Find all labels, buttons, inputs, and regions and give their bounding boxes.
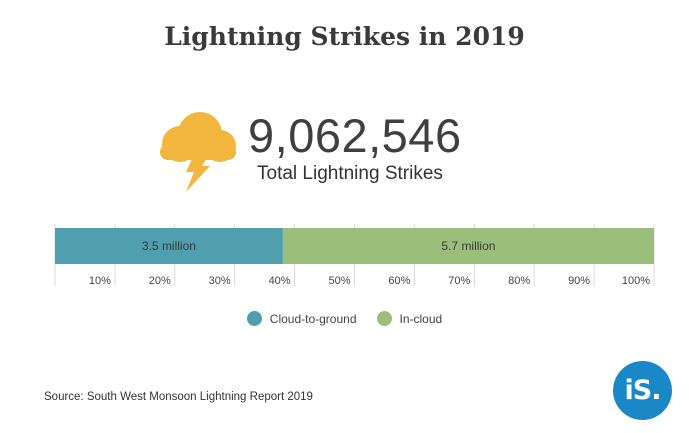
stacked-bar-chart: 3.5 million 5.7 million 10% 20% 30% 40% 50% 60%… xyxy=(54,224,655,287)
total-strikes-label: Total Lightning Strikes xyxy=(257,163,443,184)
x-tick-label: 90% xyxy=(568,275,590,287)
cloud-lightning-icon xyxy=(160,112,236,192)
total-strikes-value: 9,062,546 xyxy=(248,109,462,162)
legend: Cloud-to-ground In-cloud xyxy=(0,311,689,326)
x-tick-label: 60% xyxy=(388,275,410,287)
brand-logo: iS. xyxy=(613,361,672,420)
x-tick-label: 100% xyxy=(622,275,650,287)
x-tick-label: 80% xyxy=(508,275,530,287)
data-label-in-cloud: 5.7 million xyxy=(441,239,495,253)
x-tick-label: 10% xyxy=(89,275,111,287)
legend-swatch-cloud-to-ground xyxy=(246,311,262,326)
bar-segment-in-cloud xyxy=(282,228,654,264)
chart-title: Lightning Strikes in 2019 xyxy=(164,22,525,51)
bar-segment-cloud-to-ground xyxy=(55,228,283,264)
legend-label-in-cloud: In-cloud xyxy=(399,311,443,326)
x-tick-label: 70% xyxy=(448,275,470,287)
legend-item-in-cloud: In-cloud xyxy=(376,311,443,326)
x-tick-label: 30% xyxy=(209,275,231,287)
legend-swatch-in-cloud xyxy=(376,311,392,326)
legend-label-cloud-to-ground: Cloud-to-ground xyxy=(269,311,357,326)
x-tick-label: 40% xyxy=(269,275,291,287)
data-label-cloud-to-ground: 3.5 million xyxy=(142,239,196,253)
x-tick-label: 20% xyxy=(149,275,171,287)
x-tick-label: 50% xyxy=(328,275,350,287)
legend-item-cloud-to-ground: Cloud-to-ground xyxy=(246,311,357,326)
source-note: Source: South West Monsoon Lightning Rep… xyxy=(44,391,313,403)
